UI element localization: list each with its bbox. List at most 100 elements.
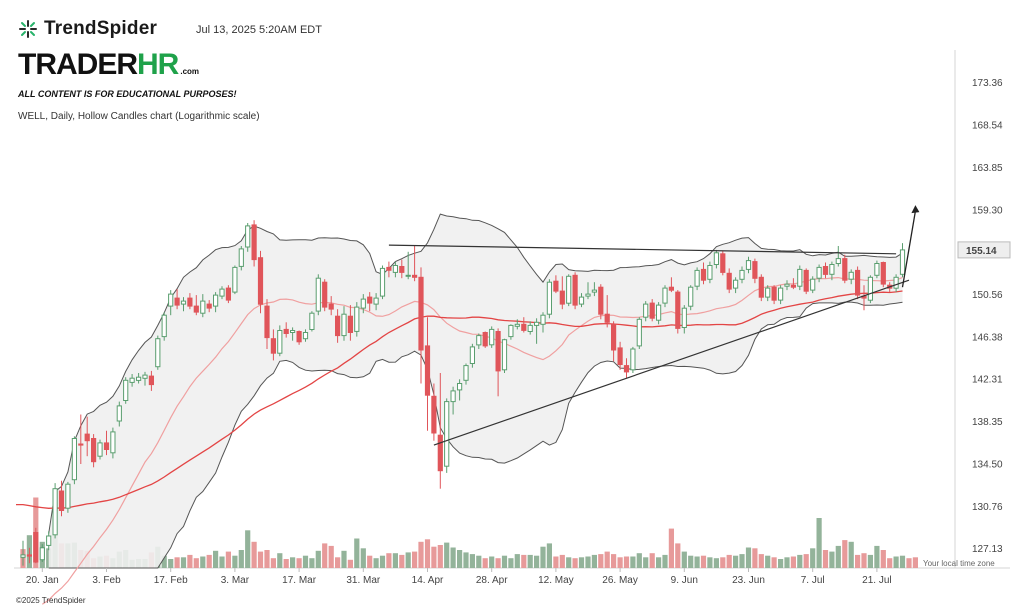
candle-body	[277, 330, 283, 354]
candle-body	[225, 287, 232, 301]
candle-body	[328, 303, 334, 310]
volume-bar	[598, 554, 604, 568]
y-tick-label: 150.56	[972, 290, 1003, 301]
candle-body	[354, 306, 360, 332]
candle	[315, 274, 321, 316]
candle-body	[245, 225, 251, 248]
volume-bar	[187, 554, 193, 568]
volume-bar	[739, 554, 745, 568]
volume-bar	[238, 550, 244, 568]
candle-body	[688, 286, 694, 307]
bollinger-fill	[48, 214, 903, 568]
candle	[110, 427, 116, 459]
candle-body	[200, 300, 206, 314]
volume-bar	[572, 558, 578, 568]
volume-bar	[591, 554, 597, 568]
volume-bar	[264, 550, 270, 568]
candle	[482, 331, 488, 348]
candle	[84, 416, 90, 457]
candle-body	[367, 296, 373, 304]
candle-body	[771, 286, 777, 301]
candle-body	[206, 303, 212, 309]
volume-bar	[675, 543, 681, 568]
candle	[636, 317, 642, 349]
candle	[553, 275, 559, 294]
candle	[643, 301, 649, 322]
candle-body	[251, 224, 257, 261]
volume-bar	[277, 553, 283, 568]
candle	[457, 379, 463, 401]
candle	[469, 343, 475, 368]
volume-bar	[758, 554, 764, 568]
volume-bar	[778, 559, 784, 568]
volume-bar	[861, 553, 867, 568]
candle	[700, 262, 707, 285]
candle-body	[733, 279, 739, 289]
volume-bar	[521, 554, 527, 568]
brand-logo: TrendSpider	[18, 18, 157, 40]
candle	[418, 267, 424, 384]
volume-bar	[489, 556, 495, 568]
candle-body	[405, 274, 411, 277]
candle	[232, 265, 238, 295]
volume-bar	[540, 546, 546, 568]
candle	[681, 305, 687, 334]
candle	[797, 265, 803, 291]
volume-bar	[257, 551, 264, 568]
candle	[874, 260, 880, 279]
candle	[771, 285, 777, 305]
volume-bar	[457, 550, 463, 568]
volume-bar	[688, 555, 694, 568]
x-tick-label: 17. Mar	[282, 575, 317, 586]
candle-body	[155, 338, 161, 368]
volume-bar	[392, 553, 398, 568]
watermark-main: TRADER	[18, 48, 138, 81]
candle	[283, 322, 289, 338]
volume-bar	[643, 557, 649, 568]
chart-date: Jul 13, 2025 5:20AM EDT	[196, 24, 322, 36]
volume-bar	[822, 550, 829, 568]
volume-bar	[219, 556, 225, 568]
candle-body	[668, 286, 674, 291]
volume-bar	[315, 550, 321, 568]
volume-bar	[752, 548, 758, 568]
candle	[707, 261, 713, 284]
x-tick-label: 31. Mar	[346, 575, 381, 586]
candle	[733, 277, 739, 294]
candle	[752, 258, 758, 284]
candle	[116, 401, 122, 427]
candle-body	[71, 438, 78, 481]
candle-body	[335, 315, 341, 337]
volume-bar	[270, 558, 276, 568]
volume-bar	[476, 555, 482, 568]
candle	[508, 324, 514, 340]
volume-bar	[765, 555, 771, 568]
candle	[367, 292, 373, 312]
volume-bar	[251, 541, 257, 568]
candle	[392, 261, 398, 278]
volume-bar	[296, 558, 302, 568]
volume-bar	[482, 558, 488, 568]
candle-body	[656, 304, 662, 321]
candle-body	[508, 324, 514, 338]
candle-body	[379, 267, 386, 297]
candle-body	[681, 307, 687, 329]
volume-bar	[656, 557, 662, 568]
candle-body	[643, 303, 649, 318]
candle	[46, 531, 52, 551]
candle-body	[726, 272, 732, 290]
candle	[489, 326, 495, 348]
candle-body	[842, 258, 848, 281]
volume-bar	[168, 559, 174, 568]
candle	[662, 285, 668, 308]
volume-bar	[707, 557, 713, 568]
candle	[103, 430, 110, 456]
candle-body	[553, 280, 559, 292]
candle-body	[238, 248, 244, 267]
candle-body	[675, 291, 681, 329]
y-tick-label: 134.50	[972, 460, 1003, 471]
candle	[26, 547, 32, 564]
support-trendline	[433, 279, 910, 446]
candle-body	[822, 266, 829, 275]
